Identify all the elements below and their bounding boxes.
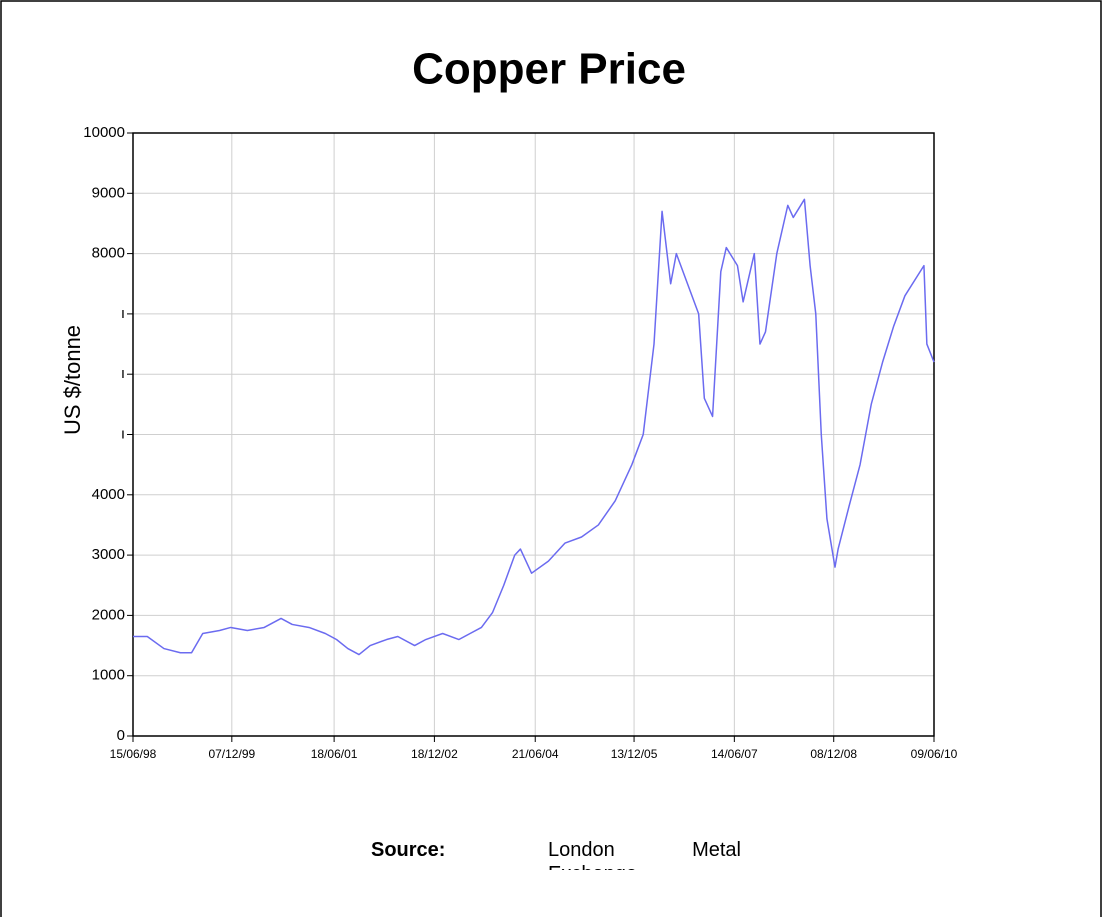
x-tick-label: 08/12/08 bbox=[810, 747, 857, 761]
y-tick-label: 10000 bbox=[83, 124, 125, 141]
x-tick-label: 14/06/07 bbox=[711, 747, 758, 761]
x-tick-label: 21/06/04 bbox=[512, 747, 559, 761]
x-tick-label: 09/06/10 bbox=[911, 747, 958, 761]
y-tick-label: 9000 bbox=[92, 184, 125, 201]
x-tick-label: 07/12/99 bbox=[208, 747, 255, 761]
y-tick-label: 1000 bbox=[92, 667, 125, 684]
y-tick-label: ı bbox=[121, 425, 125, 442]
y-axis-label: US $/tonne bbox=[60, 325, 85, 435]
x-tick-label: 18/12/02 bbox=[411, 747, 458, 761]
y-tick-label: 2000 bbox=[92, 606, 125, 623]
plot-frame bbox=[132, 132, 935, 737]
source-label: Source: bbox=[371, 839, 446, 861]
data-line bbox=[133, 198, 935, 656]
y-tick-label: ı bbox=[121, 305, 125, 322]
y-tick-label: 3000 bbox=[92, 546, 125, 563]
chart-title: Copper Price bbox=[412, 45, 686, 94]
x-tick-label: 18/06/01 bbox=[311, 747, 358, 761]
source: London Metal Exchange bbox=[548, 839, 741, 870]
y-tick-label: ı bbox=[121, 365, 125, 382]
y-tick-label: 4000 bbox=[92, 486, 125, 503]
x-tick-label: 15/06/98 bbox=[110, 747, 157, 761]
y-tick-label: 0 bbox=[117, 727, 125, 744]
x-tick-label: 13/12/05 bbox=[611, 747, 658, 761]
y-tick-label: 8000 bbox=[92, 245, 125, 262]
